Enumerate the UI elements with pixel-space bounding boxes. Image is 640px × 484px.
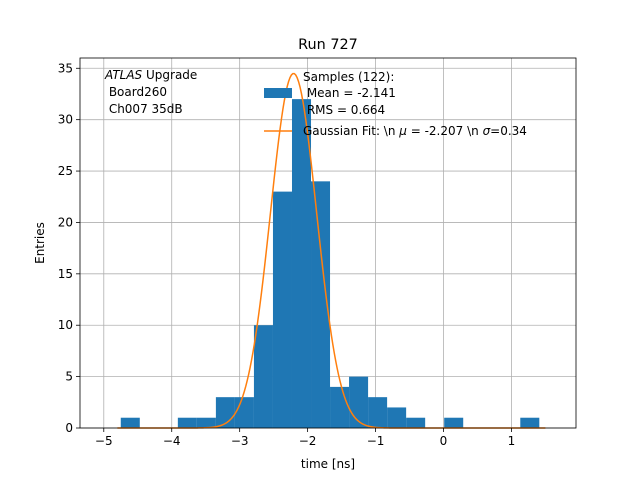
- y-tick-label: 20: [58, 215, 73, 229]
- histogram-bar: [406, 417, 426, 428]
- legend-mu-symbol: μ: [398, 124, 407, 138]
- histogram-bars: [120, 99, 540, 428]
- annotation-line-3: Ch007 35dB: [105, 102, 183, 116]
- histogram-bar: [291, 99, 312, 428]
- x-tick-label: −1: [367, 434, 385, 448]
- legend-fit-label: Gaussian Fit: \n μ = -2.207 \n σ=0.34: [303, 124, 527, 138]
- x-tick-label: 1: [508, 434, 516, 448]
- histogram-bar: [120, 417, 140, 428]
- y-axis-ticks: 0 5 10 15 20 25 30 35: [58, 61, 80, 435]
- atlas-annotation: ATLAS Upgrade Board260 Ch007 35dB: [104, 68, 197, 116]
- y-tick-label: 30: [58, 113, 73, 127]
- histogram-bar: [368, 397, 388, 428]
- histogram-bar: [311, 181, 331, 428]
- x-tick-label: −5: [95, 434, 113, 448]
- legend-sigma-symbol: σ: [483, 124, 491, 138]
- y-tick-label: 35: [58, 61, 73, 75]
- chart-title: Run 727: [298, 37, 358, 53]
- x-axis-ticks: −5 −4 −3 −2 −1 0 1: [95, 428, 515, 448]
- y-tick-label: 5: [65, 370, 73, 384]
- histogram-bar: [253, 325, 273, 428]
- histogram-bar: [272, 191, 292, 428]
- y-tick-label: 10: [58, 318, 73, 332]
- annotation-atlas: ATLAS: [104, 68, 143, 82]
- y-tick-label: 25: [58, 164, 73, 178]
- y-tick-label: 15: [58, 267, 73, 281]
- plot-frame: [79, 57, 577, 429]
- legend-samples-line-1: Samples (122):: [303, 70, 394, 84]
- annotation-upgrade: Upgrade: [142, 68, 197, 82]
- annotation-line-2: Board260: [105, 85, 167, 99]
- annotation-line-1: ATLAS Upgrade: [104, 68, 197, 82]
- histogram-bar: [520, 417, 540, 428]
- legend-fit-part-a: Gaussian Fit: \n: [303, 124, 399, 138]
- legend-samples-line-3: RMS = 0.664: [303, 103, 385, 117]
- histogram-bar: [444, 417, 464, 428]
- x-tick-label: −4: [163, 434, 181, 448]
- legend-samples-swatch: [264, 88, 292, 98]
- legend-samples-line-2: Mean = -2.141: [303, 86, 396, 100]
- histogram-bar: [177, 417, 197, 428]
- histogram-bar: [234, 397, 254, 428]
- x-tick-label: −2: [299, 434, 317, 448]
- histogram-bar: [387, 407, 407, 428]
- y-axis-label: Entries: [33, 222, 47, 264]
- histogram-bar: [196, 417, 216, 428]
- legend-fit-part-c: =0.34: [490, 124, 527, 138]
- legend-fit-part-b: = -2.207 \n: [407, 124, 483, 138]
- legend: Samples (122): Mean = -2.141 RMS = 0.664…: [264, 70, 527, 138]
- x-axis-label: time [ns]: [301, 457, 355, 471]
- x-tick-label: −3: [231, 434, 249, 448]
- x-tick-label: 0: [440, 434, 448, 448]
- histogram-bar: [330, 386, 350, 428]
- y-tick-label: 0: [65, 421, 73, 435]
